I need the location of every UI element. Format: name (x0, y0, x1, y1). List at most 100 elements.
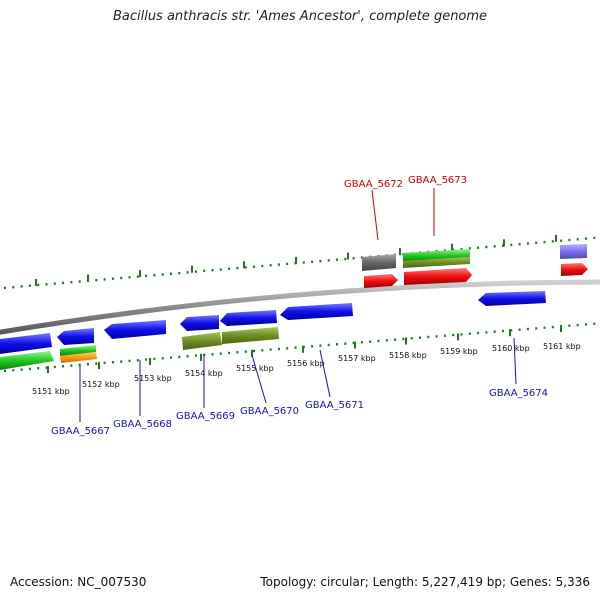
scale-dot (551, 240, 554, 243)
gene-orange-5667[interactable] (60, 352, 97, 363)
scale-dot (311, 260, 314, 263)
scale-dot (103, 278, 106, 281)
gene-olive-5669[interactable] (182, 332, 222, 350)
scale-dot (62, 365, 65, 368)
scale-dot (211, 269, 214, 272)
scale-dot (170, 272, 172, 275)
scale-major-tick (35, 278, 37, 286)
gene-callouts (79, 188, 517, 422)
scale-dot (385, 339, 388, 342)
scale-major-tick (555, 234, 557, 242)
scale-dot (219, 268, 222, 271)
scale-label: 5156 kbp (287, 359, 325, 368)
lower-scale-track (4, 322, 596, 374)
gene-blue-5667[interactable] (57, 328, 94, 345)
scale-dot (87, 363, 89, 366)
scale-dot (336, 343, 338, 346)
scale-dot (62, 281, 65, 285)
gene-features-upper (362, 244, 588, 288)
gene-red-edge[interactable] (561, 263, 588, 276)
accession-text: Accession: NC_007530 (10, 575, 147, 589)
scale-dot (352, 257, 355, 260)
scale-dot (153, 357, 156, 361)
gene-label-gbaa-5674[interactable]: GBAA_5674 (489, 388, 548, 399)
scale-dot (186, 355, 189, 358)
gene-green-left[interactable] (0, 351, 54, 370)
scale-dot (443, 334, 446, 337)
scale-label: 5161 kbp (543, 342, 581, 351)
scale-dot (20, 285, 23, 288)
scale-dot (452, 333, 455, 337)
scale-dot (194, 354, 197, 357)
scale-dot (186, 271, 189, 274)
gene-label-gbaa-5671[interactable]: GBAA_5671 (305, 400, 364, 411)
scale-dot (551, 325, 554, 329)
scale-dot (120, 276, 123, 280)
scale-dot (228, 351, 231, 355)
scale-dot (286, 262, 289, 266)
scale-label: 5152 kbp (82, 380, 120, 389)
scale-dot (302, 261, 305, 264)
scale-dot (485, 331, 488, 334)
scale-dot (95, 362, 98, 365)
gene-label-gbaa-5669[interactable]: GBAA_5669 (176, 411, 235, 422)
scale-dot (377, 339, 380, 343)
scale-major-tick (399, 248, 401, 256)
scale-dot (344, 257, 347, 261)
scale-dot (327, 343, 330, 347)
gene-label-gbaa-5672[interactable]: GBAA_5672 (344, 179, 403, 190)
scale-label: 5159 kbp (440, 347, 478, 356)
scale-dot (502, 329, 504, 333)
scale-major-tick (47, 366, 49, 374)
scale-dot (327, 259, 330, 262)
gene-gray[interactable] (362, 254, 396, 271)
scale-dot (269, 264, 272, 267)
scale-dot (535, 327, 538, 330)
scale-dot (111, 277, 114, 280)
genome-summary-text: Topology: circular; Length: 5,227,419 bp… (260, 575, 590, 589)
gene-label-gbaa-5673[interactable]: GBAA_5673 (408, 175, 467, 186)
scale-dot (518, 243, 521, 246)
gene-olive[interactable] (403, 257, 470, 268)
scale-dot (593, 236, 596, 240)
gene-blue-5674[interactable] (478, 291, 546, 306)
scale-major-tick (139, 270, 141, 278)
gene-label-gbaa-5670[interactable]: GBAA_5670 (240, 406, 299, 417)
gene-label-gbaa-5667[interactable]: GBAA_5667 (51, 426, 110, 437)
gene-green-5667[interactable] (60, 345, 96, 356)
gene-blue-5668[interactable] (104, 320, 166, 339)
scale-major-tick (98, 362, 100, 370)
scale-dot (493, 330, 496, 333)
scale-dot (468, 332, 471, 335)
scale-dot (4, 286, 6, 290)
gene-olive-5670[interactable] (222, 327, 279, 344)
scale-dot (178, 271, 181, 275)
scale-dot (336, 258, 338, 261)
gene-blue-5671[interactable] (280, 303, 353, 320)
gene-blue-5669[interactable] (180, 315, 219, 331)
gene-features-lower (0, 291, 546, 370)
gene-blue-left[interactable] (0, 333, 52, 354)
scale-dot (352, 341, 355, 345)
gene-red-large[interactable] (404, 268, 472, 285)
scale-dot (211, 353, 214, 356)
scale-dot (560, 239, 563, 242)
scale-dot (468, 247, 471, 250)
scale-dot (510, 329, 513, 332)
scale-dot (344, 342, 347, 345)
scale-dot (526, 242, 529, 245)
scale-dot (28, 367, 31, 371)
scale-dot (294, 346, 297, 349)
scale-dot (103, 361, 106, 365)
gene-red-small[interactable] (364, 274, 398, 288)
scale-dot (136, 275, 139, 278)
gene-purple[interactable] (560, 244, 587, 259)
scale-dot (194, 270, 197, 273)
scale-dot (360, 256, 363, 259)
scale-dot (360, 341, 363, 344)
gene-blue-5670[interactable] (220, 310, 277, 326)
scale-dot (493, 245, 496, 248)
gene-label-gbaa-5668[interactable]: GBAA_5668 (113, 419, 172, 430)
scale-dot (136, 359, 139, 362)
scale-label: 5157 kbp (338, 354, 376, 363)
